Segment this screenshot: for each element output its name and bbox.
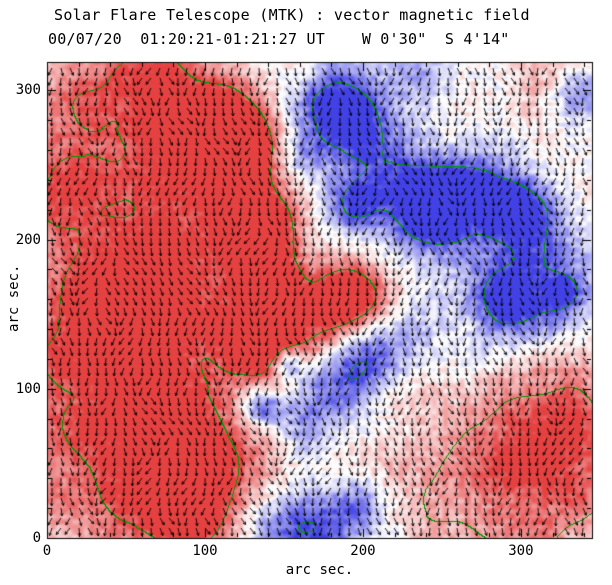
x-axis-label: arc sec. — [285, 562, 354, 578]
observation-info: 00/07/20 01:20:21-01:21:27 UT W 0'30" S … — [48, 30, 510, 48]
y-tick-label: 200 — [15, 231, 41, 248]
y-axis-label: arc sec. — [6, 264, 22, 332]
y-tick-label: 0 — [32, 530, 41, 546]
x-tick-label: 200 — [350, 543, 376, 559]
plot-title: Solar Flare Telescope (MTK) : vector mag… — [54, 6, 530, 24]
x-tick-label: 0 — [42, 543, 52, 559]
y-tick-label: 300 — [15, 82, 41, 99]
x-tick-label: 300 — [508, 543, 534, 559]
y-tick-label: 100 — [15, 380, 41, 397]
x-tick-label: 100 — [192, 543, 218, 559]
